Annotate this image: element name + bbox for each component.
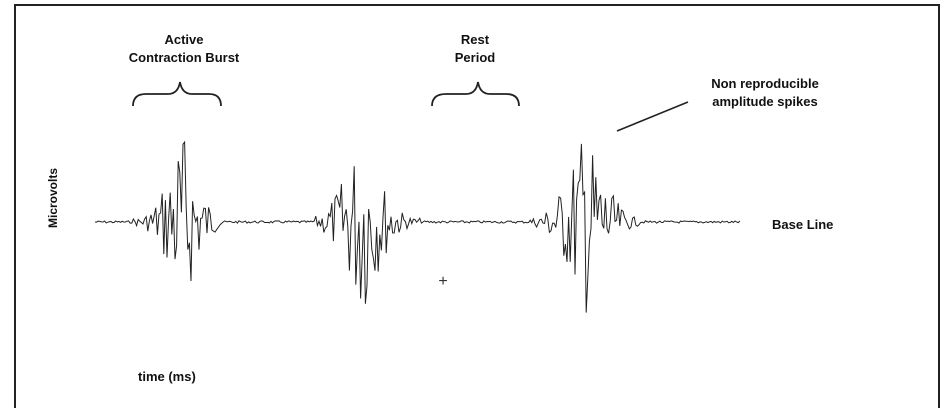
plus-marker: + — [438, 273, 447, 290]
emg-trace-line — [94, 140, 741, 313]
active-burst-label-line1: Active — [164, 32, 204, 47]
rest-period-label: Rest Period — [425, 31, 525, 67]
rest-period-brace — [431, 81, 520, 107]
x-axis-label: time (ms) — [138, 369, 196, 384]
emg-signal — [94, 140, 741, 313]
active-burst-label: Active Contraction Burst — [124, 31, 244, 67]
baseline-label: Base Line — [772, 217, 834, 232]
spikes-label: Non reproducible amplitude spikes — [690, 75, 840, 111]
spikes-label-line1: Non reproducible — [711, 76, 819, 91]
active-burst-label-line2: Contraction Burst — [128, 50, 240, 65]
active-burst-brace — [132, 81, 222, 107]
spikes-label-line2: amplitude spikes — [712, 94, 818, 109]
rest-period-label-line1: Rest — [460, 32, 490, 47]
rest-period-label-line2: Period — [454, 50, 496, 65]
y-axis-label: Microvolts — [46, 167, 60, 228]
figure-frame — [14, 4, 940, 408]
spike-pointer-line — [616, 101, 689, 132]
